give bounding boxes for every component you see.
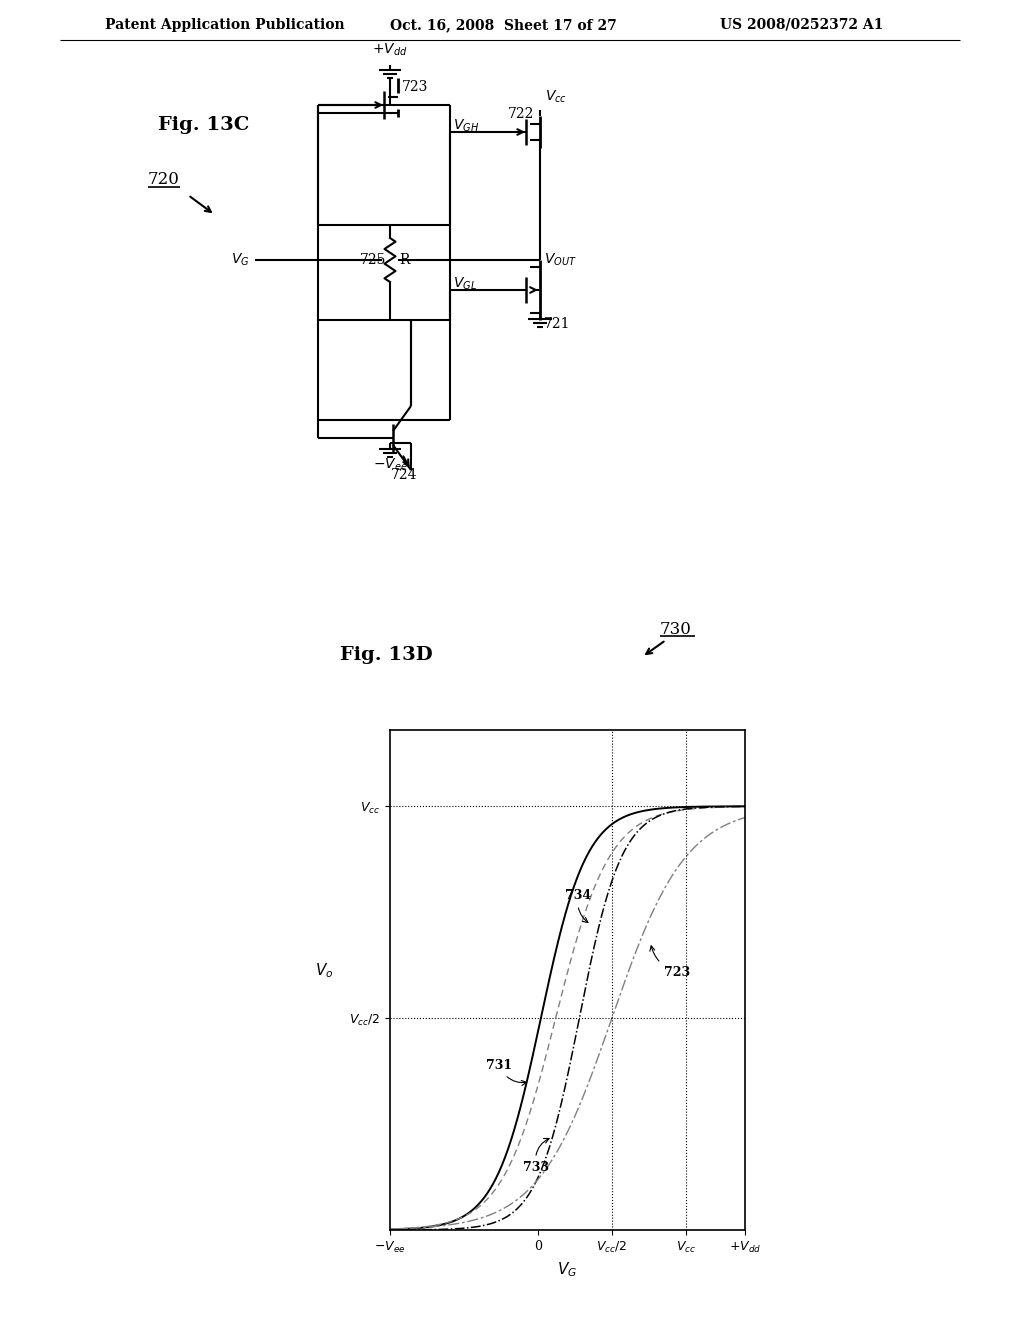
Text: $-V_{ee}$: $-V_{ee}$ bbox=[373, 457, 408, 474]
Text: Fig. 13C: Fig. 13C bbox=[158, 116, 250, 135]
Text: $V_{GL}$: $V_{GL}$ bbox=[453, 276, 477, 292]
Text: 723: 723 bbox=[402, 81, 428, 94]
Text: Patent Application Publication: Patent Application Publication bbox=[105, 18, 345, 32]
Text: $V_{GH}$: $V_{GH}$ bbox=[453, 117, 479, 135]
Text: 730: 730 bbox=[660, 622, 692, 639]
Text: Oct. 16, 2008  Sheet 17 of 27: Oct. 16, 2008 Sheet 17 of 27 bbox=[390, 18, 616, 32]
Text: 731: 731 bbox=[486, 1059, 526, 1085]
Text: 733: 733 bbox=[523, 1138, 549, 1173]
Text: 721: 721 bbox=[544, 317, 570, 331]
Text: $+V_{dd}$: $+V_{dd}$ bbox=[373, 42, 408, 58]
Text: 720: 720 bbox=[148, 172, 180, 189]
Y-axis label: $V_o$: $V_o$ bbox=[315, 961, 334, 979]
Text: 722: 722 bbox=[508, 107, 535, 121]
Text: Fig. 13D: Fig. 13D bbox=[340, 645, 433, 664]
Text: 724: 724 bbox=[391, 469, 418, 482]
Text: US 2008/0252372 A1: US 2008/0252372 A1 bbox=[720, 18, 884, 32]
X-axis label: $V_G$: $V_G$ bbox=[557, 1261, 578, 1279]
Text: R: R bbox=[399, 253, 410, 267]
Text: $V_{OUT}$: $V_{OUT}$ bbox=[544, 252, 577, 268]
Text: $V_G$: $V_G$ bbox=[231, 252, 250, 268]
Text: 734: 734 bbox=[564, 890, 591, 923]
Text: 725: 725 bbox=[360, 253, 386, 267]
Text: $V_{cc}$: $V_{cc}$ bbox=[545, 88, 567, 106]
Text: 723: 723 bbox=[650, 946, 690, 978]
